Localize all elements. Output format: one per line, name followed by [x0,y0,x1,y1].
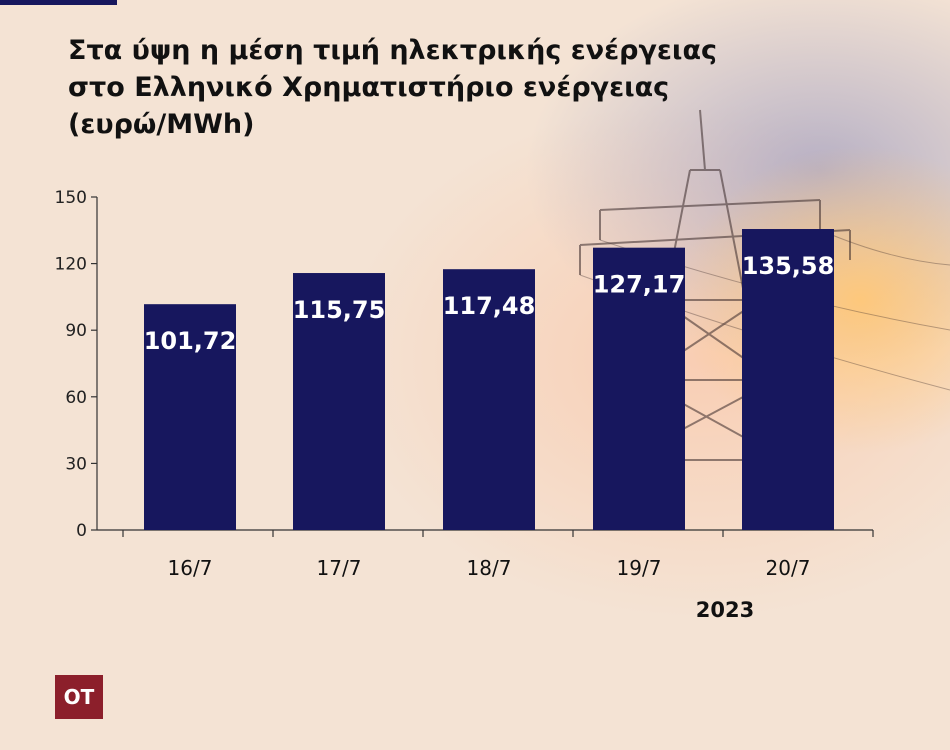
bar-20-7 [742,229,834,531]
bar-value-label: 117,48 [443,292,536,320]
bar-value-label: 127,17 [593,271,686,299]
x-category-label: 19/7 [617,556,662,580]
bar-16-7 [144,304,236,530]
bar-17-7 [293,273,385,530]
y-tick-label: 90 [65,321,87,341]
title-line-1: Στα ύψη η μέση τιμή ηλεκτρικής ενέργειας [68,35,718,66]
x-category-label: 20/7 [766,556,811,580]
year-label: 2023 [696,598,754,622]
y-tick-label: 30 [65,454,87,474]
y-tick-label: 150 [55,188,87,208]
y-tick-label: 0 [76,521,87,541]
x-category-label: 17/7 [317,556,362,580]
x-category-label: 16/7 [168,556,213,580]
accent-rule [0,0,117,5]
x-category-label: 18/7 [467,556,512,580]
ot-logo: OT [55,675,103,719]
bar-19-7 [593,247,685,530]
bar-value-label: 135,58 [742,252,835,280]
title-line-3: (ευρώ/MWh) [68,109,255,140]
y-tick-label: 60 [65,388,87,408]
bar-value-label: 115,75 [293,296,386,324]
chart-title: Στα ύψη η μέση τιμή ηλεκτρικής ενέργειας… [68,32,788,143]
bar-18-7 [443,269,535,530]
y-tick-label: 120 [55,255,87,275]
title-line-2: στο Ελληνικό Χρηματιστήριο ενέργειας [68,72,670,103]
bar-value-label: 101,72 [144,327,237,355]
